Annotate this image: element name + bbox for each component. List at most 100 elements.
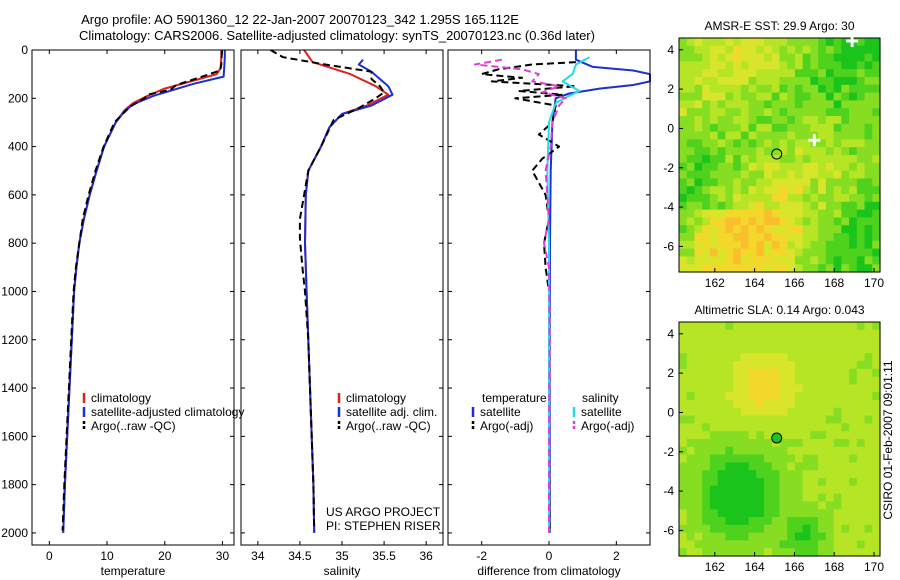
sst-map-cell bbox=[818, 92, 827, 101]
sla-map-cell bbox=[733, 384, 742, 393]
sla-map-cell bbox=[872, 548, 881, 557]
sla-map-cell bbox=[794, 329, 804, 339]
sla-map-cell bbox=[810, 376, 819, 385]
sla-map-cell bbox=[856, 478, 866, 487]
sst-map-cell bbox=[872, 116, 881, 125]
sla-map-cell bbox=[733, 454, 742, 463]
sst-map-cell bbox=[764, 147, 773, 156]
sst-map-cell bbox=[740, 186, 750, 195]
sst-map-cell bbox=[833, 45, 842, 55]
sst-map-cell bbox=[702, 139, 711, 148]
sla-map-cell bbox=[864, 501, 873, 510]
sst-map-cell bbox=[764, 264, 773, 273]
sla-map-cell bbox=[841, 454, 850, 463]
sst-map-cell bbox=[841, 131, 850, 140]
sst-map-cell bbox=[818, 256, 827, 265]
sla-map-cell bbox=[787, 337, 796, 346]
sla-map-cell bbox=[709, 329, 719, 339]
sla-map-cell bbox=[756, 423, 765, 432]
sla-map-cell bbox=[694, 423, 703, 432]
sla-map-cell bbox=[717, 509, 726, 518]
sla-map-cell bbox=[787, 524, 796, 534]
sla-map-cell bbox=[833, 485, 842, 495]
sst-map-cell bbox=[794, 53, 804, 62]
sst-map-cell bbox=[794, 147, 804, 156]
sla-map-cell bbox=[771, 517, 781, 526]
sla-map-cell bbox=[818, 454, 827, 463]
sst-map-cell bbox=[733, 240, 742, 250]
sst-map-cell bbox=[825, 84, 835, 94]
sla-map-cell bbox=[717, 337, 726, 346]
sla-map-cell bbox=[849, 501, 858, 510]
sla-map-cell bbox=[856, 540, 866, 549]
sst-map-cell bbox=[771, 240, 781, 250]
sla-map-cell bbox=[841, 329, 850, 339]
sst-map-cell bbox=[818, 123, 827, 133]
sst-map-cell bbox=[702, 123, 711, 133]
sla-map-cell bbox=[833, 415, 842, 424]
sst-map-cell bbox=[702, 53, 711, 62]
sla-map-cell bbox=[794, 353, 804, 362]
sst-map-cell bbox=[841, 256, 850, 265]
sst-map-cell bbox=[740, 100, 750, 109]
sst-map-cell bbox=[679, 248, 688, 257]
sst-map-cell bbox=[810, 69, 819, 78]
sst-map-cell bbox=[818, 100, 827, 109]
sst-map-cell bbox=[733, 178, 742, 187]
sla-map-cell bbox=[825, 524, 835, 534]
sst-map-cell bbox=[841, 264, 850, 273]
sst-map-cell bbox=[833, 38, 842, 47]
sla-map-cell bbox=[748, 532, 757, 541]
sla-map-cell bbox=[756, 368, 765, 378]
temperature-xtick-label: 20 bbox=[158, 549, 172, 563]
sst-map-cell bbox=[833, 256, 842, 265]
sla-map-cell bbox=[771, 345, 781, 354]
sst-map-cell bbox=[717, 147, 726, 156]
sla-map-cell bbox=[779, 501, 788, 510]
sst-map-cell bbox=[856, 100, 866, 109]
sst-map-cell bbox=[733, 256, 742, 265]
sst-map-cell bbox=[818, 233, 827, 242]
sst-map-cell bbox=[872, 264, 881, 273]
sla-map-cell bbox=[818, 501, 827, 510]
sst-map-cell bbox=[872, 186, 881, 195]
sst-map-cell bbox=[810, 100, 819, 109]
sla-map-cell bbox=[779, 493, 788, 502]
sla-map-cell bbox=[748, 407, 757, 417]
sla-map-cell bbox=[679, 361, 688, 370]
sst-map-cell bbox=[841, 240, 850, 250]
sst-map-ytick-label: -4 bbox=[663, 200, 674, 214]
sst-map-cell bbox=[717, 45, 726, 55]
sla-map-cell bbox=[771, 485, 781, 495]
sst-map-cell bbox=[787, 155, 796, 164]
sla-map-cell bbox=[787, 532, 796, 541]
sst-map-cell bbox=[686, 84, 696, 94]
sla-map-cell bbox=[717, 470, 726, 479]
sst-map-cell bbox=[802, 131, 812, 140]
sla-map-cell bbox=[841, 446, 850, 456]
sst-map-cell bbox=[756, 77, 765, 86]
sst-map-cell bbox=[702, 178, 711, 187]
sla-map-cell bbox=[740, 337, 750, 346]
sla-map-cell bbox=[717, 361, 726, 370]
sla-map-cell bbox=[764, 478, 773, 487]
sst-map-cell bbox=[679, 209, 688, 218]
sst-map-cell bbox=[802, 116, 812, 125]
sla-map-cell bbox=[802, 509, 812, 518]
sst-map-cell bbox=[725, 100, 734, 109]
sla-map-cell bbox=[679, 485, 688, 495]
sla-map-cell bbox=[764, 439, 773, 448]
sla-map-cell bbox=[794, 368, 804, 378]
sla-map-cell bbox=[864, 485, 873, 495]
sla-map-cell bbox=[841, 478, 850, 487]
sla-map-cell bbox=[771, 407, 781, 417]
sst-map-cell bbox=[794, 194, 804, 203]
sla-map-cell bbox=[764, 501, 773, 510]
sst-map-cell bbox=[756, 256, 765, 265]
sla-map-cell bbox=[748, 454, 757, 463]
sla-map-cell bbox=[872, 501, 881, 510]
sla-map-cell bbox=[717, 485, 726, 495]
sst-map-cell bbox=[779, 53, 788, 62]
sla-map-cell bbox=[818, 353, 827, 362]
sst-map-cell bbox=[856, 139, 866, 148]
